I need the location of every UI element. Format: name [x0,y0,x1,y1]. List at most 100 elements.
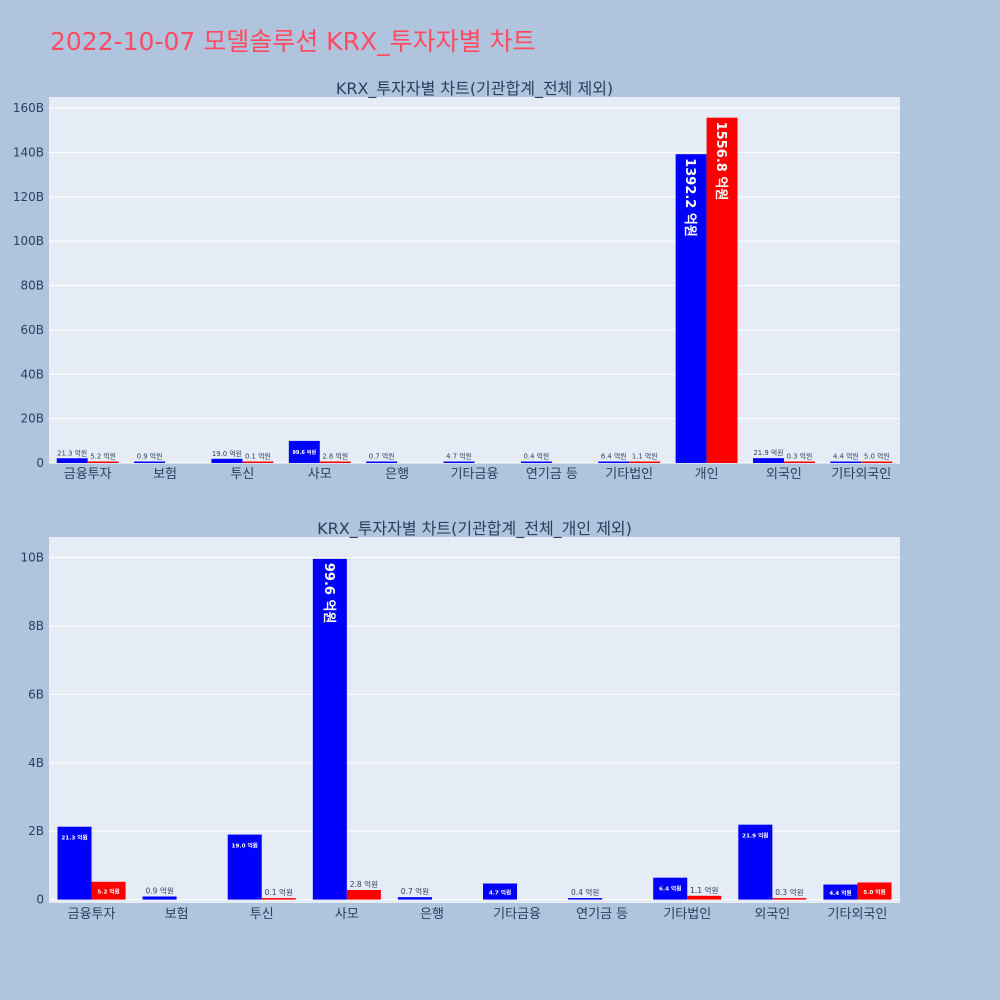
data-label: 0.3 억원 [787,452,813,461]
data-label: 0.4 억원 [524,452,550,461]
chart-title: KRX_투자자별 차트(기관합계_전체 제외) [336,79,613,99]
data-label: 1392.2 억원 [682,158,697,237]
x-tick-label: 기타금융 [451,467,499,480]
buy-bar [227,834,262,900]
data-label: 2.8 억원 [322,452,348,461]
buy-bar [675,154,707,463]
y-tick-label: 160B [13,101,44,115]
x-tick-label: 개인 [695,467,719,480]
chart-institution-excluded: KRX_투자자별 차트(기관합계_전체 제외) 0 20B 40B 60B 80B 100B… [13,79,900,480]
buy-bar [142,896,177,900]
data-label: 1556.8 억원 [713,122,728,201]
sell-bar [319,461,351,463]
x-tick-label: 외국인 [766,467,802,480]
x-tick-label: 연기금 등 [526,467,578,480]
data-label: 21.3 억원 [61,834,87,842]
buy-bar [134,461,166,463]
data-label: 1.1 억원 [632,452,658,461]
sell-bar [346,890,381,900]
data-label: 0.7 억원 [401,887,429,896]
sell-bar [87,461,119,463]
buy-bar [823,884,858,900]
x-tick-label: 외국인 [754,907,790,920]
x-tick-label: 기타금융 [493,907,541,920]
buy-bar [288,440,320,463]
y-tick-label: 0 [36,893,44,907]
data-label: 4.4 억원 [829,889,851,897]
data-label: 19.0 억원 [212,449,242,458]
buy-bar [520,461,552,463]
x-tick-label: 보험 [165,907,189,920]
data-label: 5.0 억원 [864,452,890,461]
data-label: 0.9 억원 [137,452,163,461]
buy-bar [443,461,475,463]
y-tick-label: 4B [28,756,44,770]
x-tick-label: 투신 [250,907,274,920]
sell-bar [783,461,815,463]
buy-bar [211,458,243,463]
data-label: 0.7 억원 [369,452,395,461]
y-tick-label: 100B [13,234,44,248]
sell-bar [687,895,722,900]
buy-bar [598,461,630,463]
sell-bar [706,117,738,463]
data-label: 19.0 억원 [232,842,258,850]
y-tick-label: 0 [36,456,44,470]
chart-title: KRX_투자자별 차트(기관합계_전체_개인 제외) [317,519,632,539]
x-tick-label: 연기금 등 [576,907,628,920]
y-tick-label: 140B [13,145,44,159]
data-label: 0.1 억원 [265,888,293,897]
y-tick-label: 40B [20,367,44,381]
y-tick-label: 6B [28,687,44,701]
sell-bar [91,881,126,900]
x-tick-label: 기타외국인 [831,467,891,480]
buy-bar [753,458,784,463]
sell-bar [772,898,807,900]
data-label: 2.8 억원 [350,880,378,889]
data-label: 5.2 억원 [97,888,119,896]
data-label: 6.4 억원 [601,452,627,461]
x-tick-label: 사모 [335,907,359,920]
chart-institution-individual-excluded: KRX_투자자별 차트(기관합계_전체_개인 제외) 0 2B 4B 6B 8B 10B 금융… [20,519,900,920]
data-label: 0.9 억원 [145,887,173,896]
data-label: 21.9 억원 [742,832,768,840]
x-tick-label: 기타법인 [605,467,653,480]
data-label: 99.6 억원 [292,448,316,456]
x-tick-label: 기타법인 [663,907,711,920]
sell-bar [261,898,296,900]
buy-bar [57,826,92,900]
x-tick-label: 은행 [420,906,444,920]
bars [57,558,892,900]
data-label: 0.1 억원 [245,452,271,461]
x-tick-label: 금융투자 [68,907,116,920]
buy-bar [653,877,688,900]
x-tick-label: 투신 [230,467,254,480]
buy-bar [397,897,432,900]
y-tick-label: 20B [20,412,44,426]
buy-bar [568,898,603,900]
data-label: 0.4 억원 [571,888,599,897]
page-title: 2022-10-07 모델솔루션 KRX_투자자별 차트 [50,27,536,56]
data-label: 4.4 억원 [833,452,859,461]
data-label: 21.9 억원 [753,448,783,457]
buy-bar [483,883,518,900]
buy-bar [830,461,862,463]
data-label: 0.3 억원 [775,888,803,897]
data-label: 99.6 억원 [321,563,336,624]
y-tick-label: 8B [28,619,44,633]
y-tick-label: 2B [28,824,44,838]
data-label: 5.0 억원 [863,888,885,896]
x-tick-label: 사모 [308,467,332,480]
y-tick-label: 80B [20,279,44,293]
bars [56,117,893,463]
data-label: 21.3 억원 [57,448,87,457]
buy-bar [366,461,398,463]
data-label: 1.1 억원 [690,886,718,895]
buy-bar [312,558,347,900]
sell-bar [242,461,274,463]
buy-bar [56,458,88,463]
plot-area [49,97,900,463]
y-tick-label: 60B [20,323,44,337]
sell-bar [857,882,892,900]
data-label: 4.7 억원 [446,452,472,461]
